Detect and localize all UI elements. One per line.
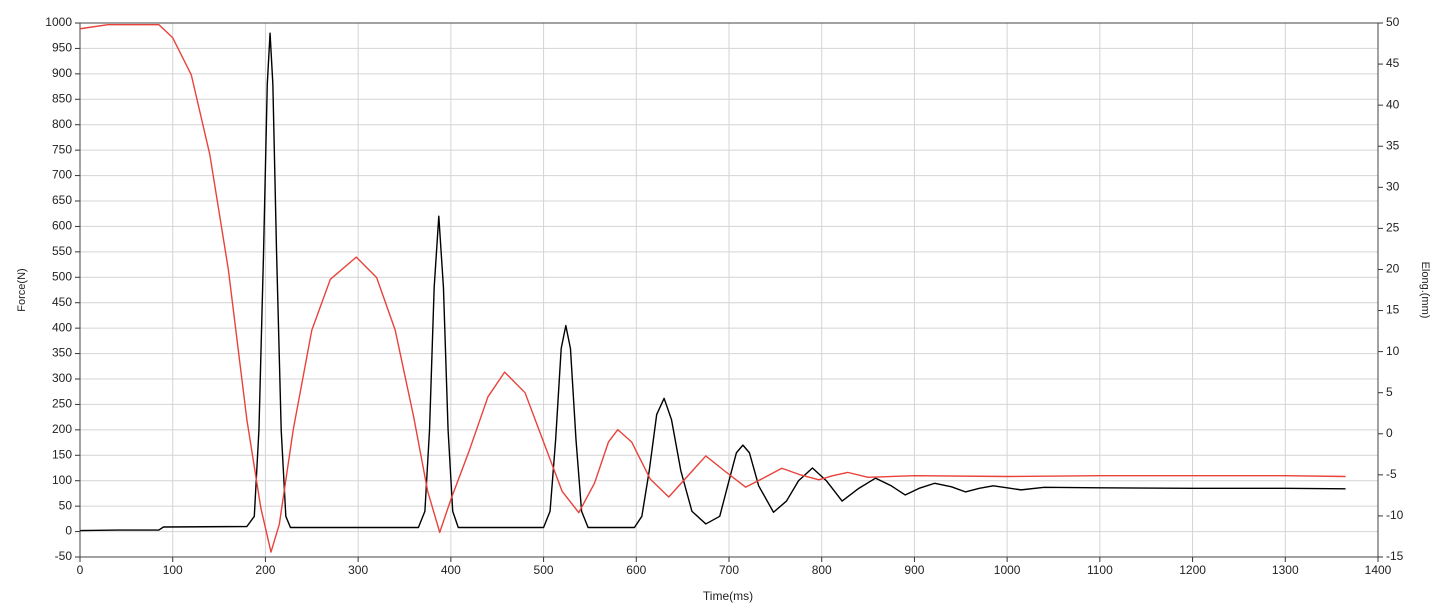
x-tick-label: 600 [626, 563, 646, 577]
y-tick-label: 850 [52, 91, 72, 105]
x-tick-label: 1000 [994, 563, 1021, 577]
x-tick-label: 1200 [1179, 563, 1206, 577]
x-tick-label: 900 [904, 563, 924, 577]
y2-tick-label: 15 [1386, 303, 1400, 317]
y2-tick-label: -10 [1386, 508, 1404, 522]
series-line [79, 23, 1346, 553]
y-tick-label: 200 [52, 422, 72, 436]
y-tick-label: 500 [52, 269, 72, 283]
y2-tick-label: 40 [1386, 97, 1400, 111]
y2-axis-label: Elong.(mm) [1419, 262, 1431, 319]
x-tick-label: 500 [534, 563, 554, 577]
y2-tick-label: 25 [1386, 221, 1400, 235]
y-tick-label: 50 [59, 498, 73, 512]
x-tick-label: 200 [255, 563, 275, 577]
y-tick-label: 150 [52, 447, 72, 461]
x-tick-label: 1400 [1365, 563, 1392, 577]
x-tick-label: 1300 [1272, 563, 1299, 577]
y2-tick-label: -15 [1386, 549, 1404, 563]
y-tick-label: 750 [52, 142, 72, 156]
y-tick-label: 550 [52, 244, 72, 258]
x-tick-label: 400 [441, 563, 461, 577]
y-tick-label: 400 [52, 320, 72, 334]
y2-tick-label: 35 [1386, 138, 1400, 152]
y-tick-label: 250 [52, 397, 72, 411]
x-tick-label: 1100 [1087, 563, 1113, 577]
y-tick-label: 1000 [45, 15, 72, 29]
y2-tick-label: 0 [1386, 426, 1393, 440]
y2-tick-label: 50 [1386, 15, 1400, 29]
y-tick-label: 600 [52, 219, 72, 233]
y-tick-label: 900 [52, 66, 72, 80]
y-tick-label: 650 [52, 193, 72, 207]
y2-tick-label: 45 [1386, 56, 1400, 70]
y2-tick-label: 5 [1386, 385, 1393, 399]
y-tick-label: 350 [52, 346, 72, 360]
y2-tick-label: -5 [1386, 467, 1397, 481]
y-tick-label: 0 [65, 524, 72, 538]
y-tick-label: 100 [52, 473, 72, 487]
y2-tick-label: 20 [1386, 262, 1400, 276]
y2-tick-label: 30 [1386, 179, 1400, 193]
y-tick-label: 950 [52, 41, 72, 55]
y-axis-label: Force(N) [16, 268, 28, 311]
y2-tick-label: 10 [1386, 344, 1400, 358]
x-tick-label: 300 [348, 563, 368, 577]
y-tick-label: 450 [52, 295, 72, 309]
y-tick-label: 300 [52, 371, 72, 385]
x-tick-label: 800 [812, 563, 832, 577]
series-line [79, 32, 1346, 532]
x-tick-label: 100 [163, 563, 183, 577]
y-tick-label: -50 [55, 549, 73, 563]
x-tick-label: 0 [77, 563, 84, 577]
y-tick-label: 700 [52, 168, 72, 182]
plot-frame [79, 22, 1379, 558]
y-tick-label: 800 [52, 117, 72, 131]
x-axis-label: Time(ms) [703, 589, 753, 603]
x-tick-label: 700 [719, 563, 739, 577]
